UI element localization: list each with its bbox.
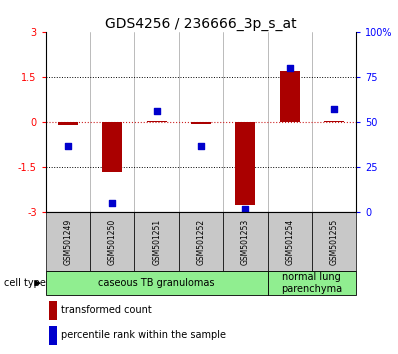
Text: caseous TB granulomas: caseous TB granulomas [98, 278, 215, 288]
Bar [223, 212, 267, 271]
Text: GSM501249: GSM501249 [63, 218, 72, 265]
Text: percentile rank within the sample: percentile rank within the sample [61, 330, 226, 340]
Text: normal lung
parenchyma: normal lung parenchyma [281, 272, 342, 294]
Bar [191, 122, 211, 124]
Text: GSM501252: GSM501252 [197, 218, 205, 265]
Bar [280, 71, 300, 122]
Text: GSM501255: GSM501255 [330, 218, 339, 265]
Bar [146, 121, 167, 122]
Bar [267, 271, 356, 295]
Bar [58, 122, 78, 125]
Text: GSM501250: GSM501250 [108, 218, 117, 265]
Bar [46, 212, 90, 271]
Bar [102, 122, 122, 172]
Bar [235, 122, 256, 205]
Text: GSM501253: GSM501253 [241, 218, 250, 265]
Text: GSM501254: GSM501254 [285, 218, 294, 265]
Bar [324, 121, 344, 122]
Bar [135, 212, 179, 271]
Bar [46, 271, 267, 295]
Title: GDS4256 / 236666_3p_s_at: GDS4256 / 236666_3p_s_at [105, 17, 297, 31]
Bar [179, 212, 223, 271]
Bar [312, 212, 356, 271]
Point [287, 65, 293, 71]
Point [65, 143, 71, 148]
Text: cell type: cell type [4, 278, 46, 288]
Point [154, 108, 160, 114]
Point [198, 143, 204, 148]
Point [109, 200, 115, 206]
Text: transformed count: transformed count [61, 306, 152, 315]
Point [331, 107, 337, 112]
Bar [49, 326, 57, 345]
Bar [267, 212, 312, 271]
Bar [49, 301, 57, 320]
Point [242, 206, 248, 212]
Text: GSM501251: GSM501251 [152, 218, 161, 265]
Bar [90, 212, 135, 271]
